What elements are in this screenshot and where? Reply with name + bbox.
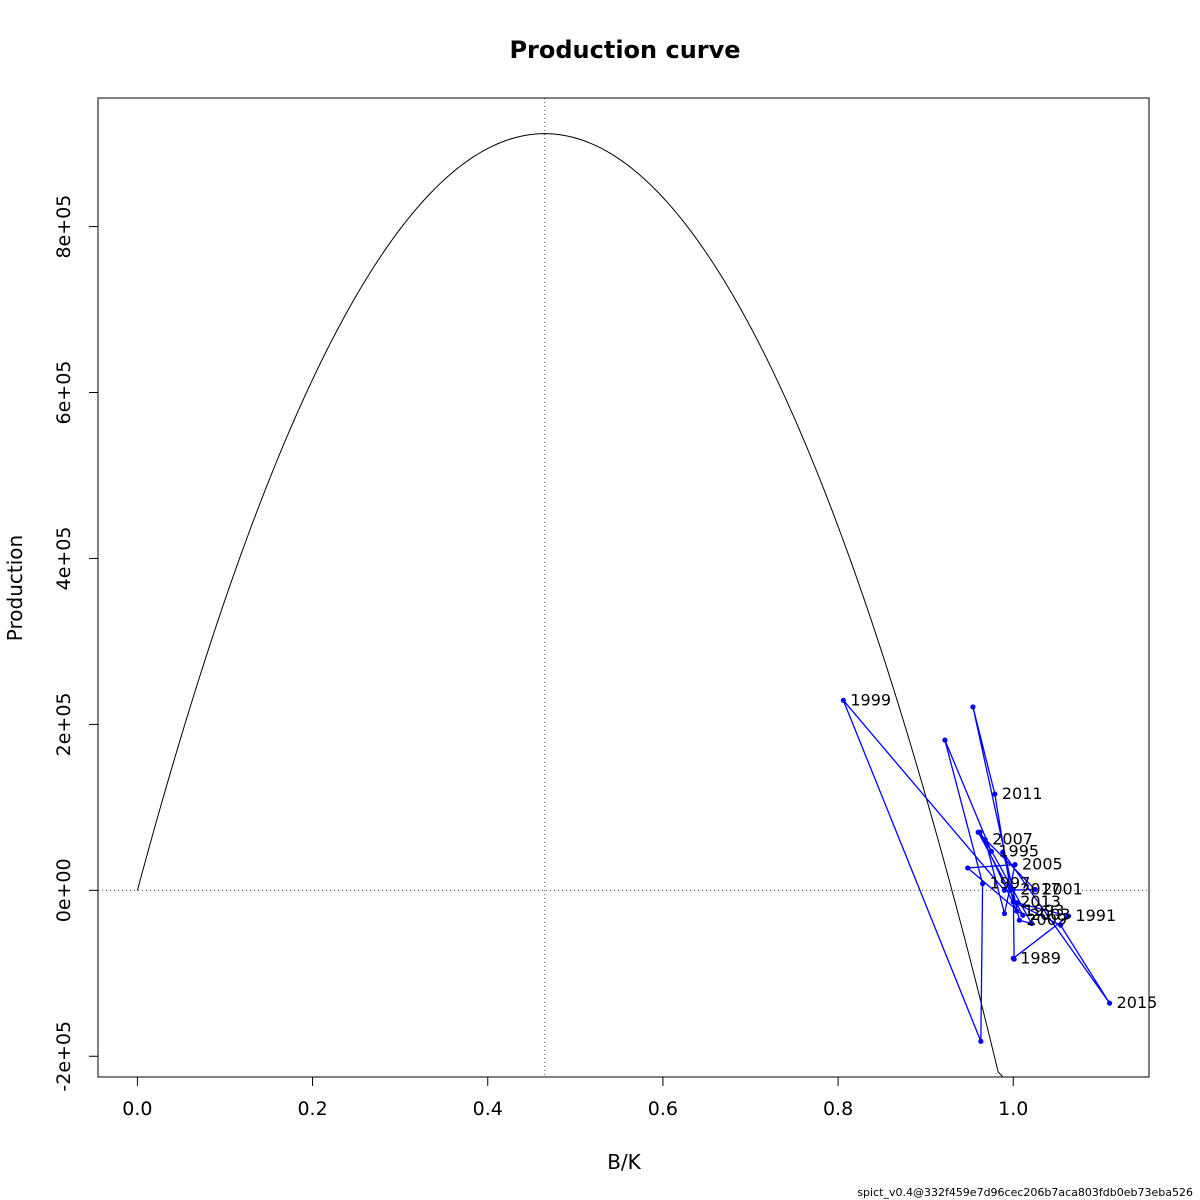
trajectory-point xyxy=(1000,849,1006,855)
trajectory-point xyxy=(970,704,976,710)
year-label: 1991 xyxy=(1075,906,1116,925)
year-label: 2005 xyxy=(1022,855,1063,874)
year-label: 2015 xyxy=(1117,993,1158,1012)
y-tick-label: 8e+05 xyxy=(53,195,75,259)
trajectory-point xyxy=(1007,882,1013,888)
trajectory-point xyxy=(1016,917,1022,923)
production-curve-line xyxy=(136,133,1084,1078)
trajectory-point xyxy=(1010,886,1016,893)
year-label: 1999 xyxy=(850,690,891,709)
y-tick-label: 4e+05 xyxy=(53,527,75,591)
trajectory-point xyxy=(1057,922,1064,928)
trajectory-point xyxy=(979,881,986,887)
x-tick-label: 0.8 xyxy=(823,1098,853,1120)
trajectory-point xyxy=(965,865,971,871)
y-axis-label: Production xyxy=(3,535,27,641)
x-tick-label: 0.0 xyxy=(122,1098,152,1120)
trajectory-point xyxy=(975,829,981,835)
trajectory-point xyxy=(840,697,846,703)
y-tick-label: -2e+05 xyxy=(53,1021,75,1092)
year-label: 2009 xyxy=(1026,910,1067,929)
reference-lines xyxy=(98,98,1149,1077)
year-label: 1995 xyxy=(998,841,1039,860)
footer-version: spict_v0.4@332f459e7d96cec206b7aca803fdb… xyxy=(857,1186,1193,1199)
trajectory-series xyxy=(840,697,1113,1044)
y-tick-label: 0e+00 xyxy=(53,858,75,922)
trajectory-labels: 1989 1991 1993 1995 1997 1999 2001 2003 2005 2007… xyxy=(850,690,1157,1012)
trajectory-point xyxy=(1010,899,1016,905)
y-tick-label: 6e+05 xyxy=(53,361,75,425)
trajectory-point xyxy=(1014,908,1020,914)
chart-title: Production curve xyxy=(509,36,740,64)
year-label: 1993 xyxy=(1024,901,1065,920)
trajectory-point xyxy=(1065,913,1072,919)
trajectory-point xyxy=(1001,910,1008,917)
x-tick-label: 0.2 xyxy=(297,1098,327,1120)
x-axis-label: B/K xyxy=(607,1150,641,1174)
plot-frame xyxy=(97,97,1150,1078)
year-label: 2001 xyxy=(1042,879,1083,898)
year-label: 2011 xyxy=(1002,784,1043,803)
year-label: 2017 xyxy=(1020,879,1061,898)
y-axis: -2e+05 0e+00 2e+05 4e+05 6e+05 8e+05 xyxy=(53,195,99,1092)
trajectory-point xyxy=(978,1038,984,1044)
trajectory-point xyxy=(1020,912,1026,918)
x-tick-label: 1.0 xyxy=(998,1098,1028,1120)
x-axis: 0.0 0.2 0.4 0.6 0.8 1.0 xyxy=(122,1076,1028,1120)
trajectory-point xyxy=(942,737,948,743)
trajectory-point xyxy=(1001,887,1008,893)
trajectory-point xyxy=(1029,920,1035,927)
trajectory-point xyxy=(982,837,988,843)
year-label: 1989 xyxy=(1020,948,1061,967)
year-label: 2013 xyxy=(1020,892,1061,911)
year-label: 2007 xyxy=(992,830,1033,849)
trajectory-point xyxy=(1011,956,1017,962)
y-tick-label: 2e+05 xyxy=(53,692,75,756)
trajectory-line xyxy=(842,699,1111,1042)
trajectory-point xyxy=(992,791,998,797)
trajectory-point xyxy=(1032,886,1038,893)
year-label: 1997 xyxy=(990,874,1031,893)
trajectory-point xyxy=(988,848,994,854)
x-tick-label: 0.4 xyxy=(473,1098,503,1120)
x-tick-label: 0.6 xyxy=(648,1098,678,1120)
trajectory-point xyxy=(1012,862,1018,868)
trajectory-point xyxy=(1106,1000,1113,1006)
year-label: 2003 xyxy=(1030,905,1071,924)
